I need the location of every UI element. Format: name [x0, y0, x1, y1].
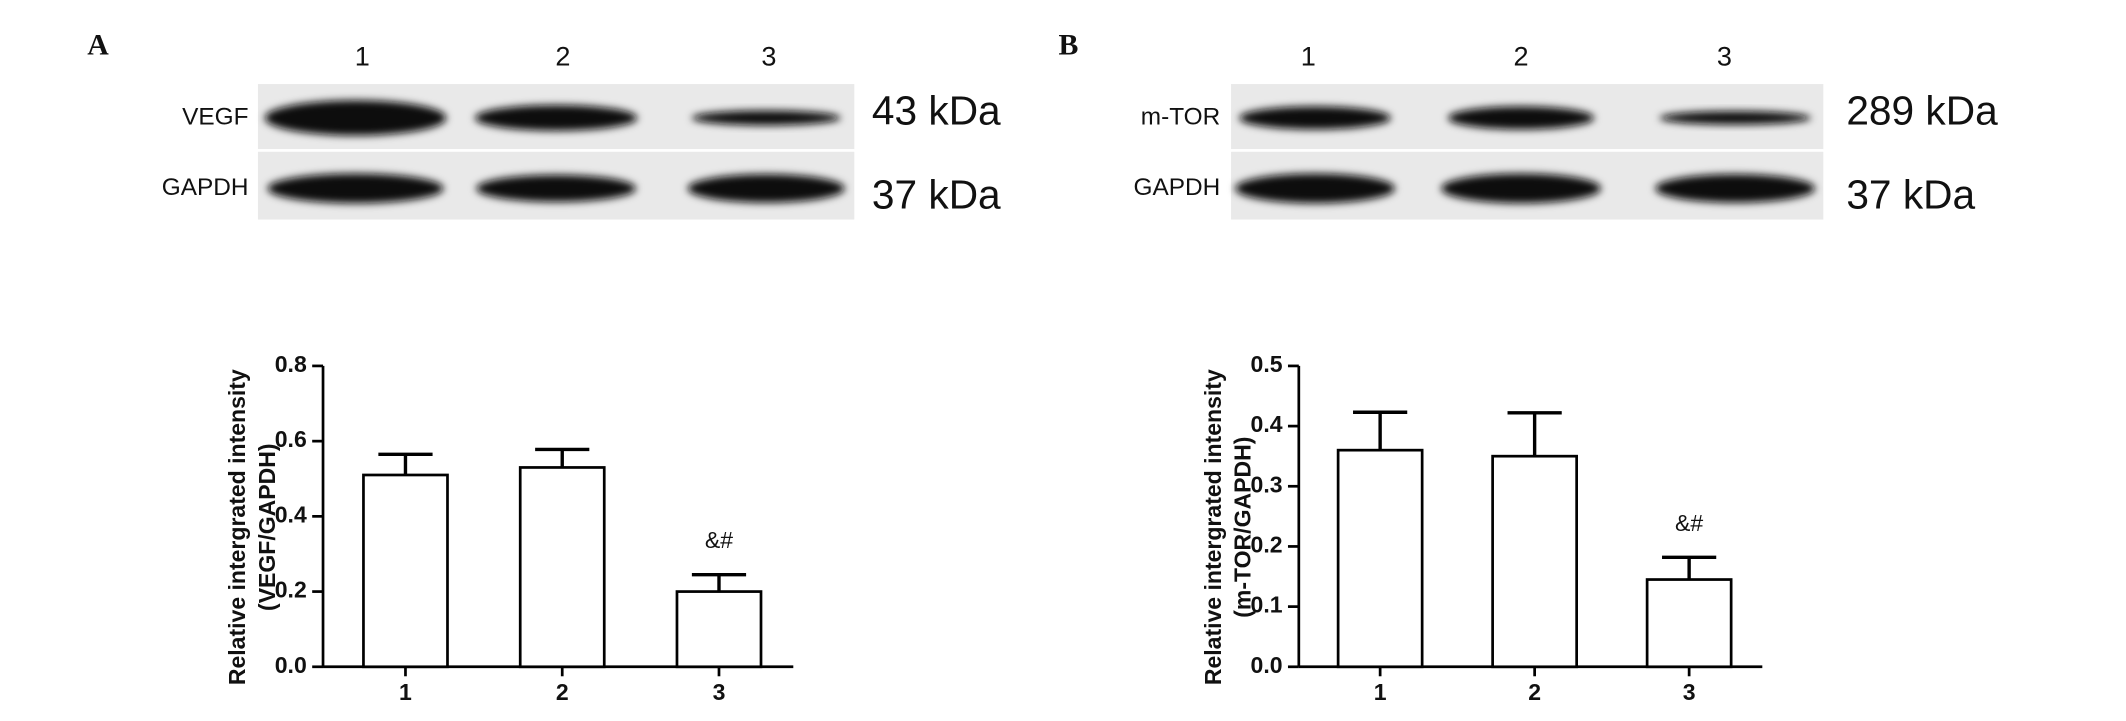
blot-band	[691, 110, 841, 126]
y-tick-label: 0.5	[1251, 351, 1283, 377]
protein-label: m-TOR	[1141, 103, 1220, 130]
error-bar	[1662, 555, 1717, 580]
band-size: 37 kDa	[1846, 172, 1975, 218]
annotation: &#	[1675, 510, 1703, 536]
y-tick-label: 0.4	[275, 501, 307, 527]
x-tick-label: 3	[1683, 679, 1696, 705]
error-bar	[378, 452, 433, 475]
x-tick-label: 2	[1528, 679, 1541, 705]
bar	[1645, 578, 1733, 669]
error-bar	[1507, 411, 1562, 457]
blot-band	[1441, 173, 1602, 204]
x-tick-label: 1	[399, 679, 412, 705]
y-axis-label: Relative intergrated intensity	[224, 369, 250, 685]
y-tick-label: 0.8	[275, 351, 307, 377]
y-tick-label: 0.0	[275, 652, 307, 678]
blot-band	[1239, 106, 1391, 130]
lane-label: 3	[761, 40, 776, 71]
y-tick-label: 0.2	[1251, 532, 1283, 558]
panel-letter: B	[1058, 28, 1078, 61]
blot-band	[1655, 174, 1816, 203]
error-bar	[535, 447, 590, 468]
protein-label: VEGF	[182, 103, 248, 130]
y-tick-label: 0.4	[1251, 411, 1283, 437]
blot-band	[267, 173, 444, 204]
blot-band	[1447, 106, 1595, 130]
bar	[518, 466, 606, 669]
x-tick-label: 1	[1374, 679, 1387, 705]
y-tick-label: 0.6	[275, 426, 307, 452]
y-axis-label: (VEGF/GAPDH)	[254, 443, 280, 611]
lane-label: 2	[1514, 40, 1529, 71]
bar	[675, 590, 763, 669]
bar	[1336, 448, 1424, 669]
annotation: &#	[705, 527, 733, 553]
lane-label: 3	[1717, 40, 1732, 71]
y-tick-label: 0.3	[1251, 471, 1283, 497]
blot-band	[264, 100, 447, 136]
y-axis-label: Relative intergrated intensity	[1200, 369, 1226, 685]
panel-letter: A	[87, 28, 109, 61]
blot-band	[1659, 111, 1812, 125]
bar	[1491, 454, 1579, 669]
lane-label: 2	[555, 40, 570, 71]
x-tick-label: 3	[713, 679, 726, 705]
bar	[362, 473, 449, 669]
lane-label: 1	[355, 40, 370, 71]
band-size: 289 kDa	[1846, 88, 1998, 134]
protein-label: GAPDH	[1134, 174, 1221, 201]
error-bar	[691, 572, 747, 592]
band-size: 43 kDa	[872, 88, 1001, 134]
blot-band	[687, 174, 845, 203]
y-axis-label: (m-TOR/GAPDH)	[1230, 437, 1256, 618]
blot-band	[476, 174, 637, 202]
y-tick-label: 0.0	[1251, 652, 1283, 678]
y-tick-label: 0.1	[1251, 592, 1283, 618]
y-tick-label: 0.2	[275, 577, 307, 603]
lane-label: 1	[1301, 40, 1316, 71]
error-bar	[1353, 410, 1408, 451]
blot-band	[474, 105, 638, 131]
band-size: 37 kDa	[872, 172, 1001, 218]
blot-band	[1235, 173, 1396, 204]
x-tick-label: 2	[556, 679, 569, 705]
protein-label: GAPDH	[162, 174, 249, 201]
